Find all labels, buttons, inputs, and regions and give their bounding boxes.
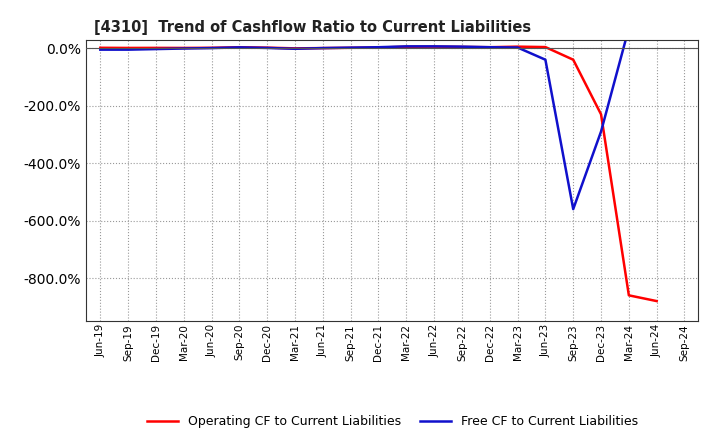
Operating CF to Current Liabilities	[207, 45, 216, 51]
Operating CF to Current Liabilities	[291, 46, 300, 51]
Operating CF to Current Liabilities	[402, 44, 410, 49]
Operating CF to Current Liabilities	[597, 112, 606, 117]
Free CF to Current Liabilities	[263, 45, 271, 51]
Operating CF to Current Liabilities	[624, 293, 633, 298]
Free CF to Current Liabilities	[124, 47, 132, 52]
Free CF to Current Liabilities	[346, 45, 355, 50]
Operating CF to Current Liabilities	[652, 298, 661, 304]
Operating CF to Current Liabilities	[235, 44, 243, 50]
Free CF to Current Liabilities	[485, 44, 494, 50]
Operating CF to Current Liabilities	[346, 45, 355, 51]
Free CF to Current Liabilities	[513, 45, 522, 50]
Free CF to Current Liabilities	[624, 26, 633, 31]
Free CF to Current Liabilities	[235, 45, 243, 50]
Free CF to Current Liabilities	[374, 44, 383, 50]
Free CF to Current Liabilities	[291, 46, 300, 51]
Free CF to Current Liabilities	[318, 45, 327, 51]
Operating CF to Current Liabilities	[485, 44, 494, 50]
Line: Free CF to Current Liabilities: Free CF to Current Liabilities	[100, 28, 629, 209]
Free CF to Current Liabilities	[569, 206, 577, 212]
Operating CF to Current Liabilities	[541, 44, 550, 50]
Operating CF to Current Liabilities	[569, 57, 577, 62]
Free CF to Current Liabilities	[96, 47, 104, 52]
Operating CF to Current Liabilities	[458, 44, 467, 50]
Operating CF to Current Liabilities	[96, 45, 104, 51]
Free CF to Current Liabilities	[458, 44, 467, 49]
Free CF to Current Liabilities	[179, 46, 188, 51]
Operating CF to Current Liabilities	[318, 45, 327, 51]
Operating CF to Current Liabilities	[513, 44, 522, 49]
Free CF to Current Liabilities	[597, 129, 606, 134]
Operating CF to Current Liabilities	[124, 45, 132, 51]
Operating CF to Current Liabilities	[430, 44, 438, 49]
Legend: Operating CF to Current Liabilities, Free CF to Current Liabilities: Operating CF to Current Liabilities, Fre…	[142, 410, 643, 433]
Free CF to Current Liabilities	[207, 45, 216, 51]
Free CF to Current Liabilities	[402, 44, 410, 49]
Free CF to Current Liabilities	[152, 47, 161, 52]
Free CF to Current Liabilities	[541, 57, 550, 62]
Operating CF to Current Liabilities	[152, 45, 161, 51]
Operating CF to Current Liabilities	[179, 45, 188, 51]
Free CF to Current Liabilities	[430, 44, 438, 49]
Text: [4310]  Trend of Cashflow Ratio to Current Liabilities: [4310] Trend of Cashflow Ratio to Curren…	[94, 20, 531, 35]
Operating CF to Current Liabilities	[374, 45, 383, 50]
Line: Operating CF to Current Liabilities: Operating CF to Current Liabilities	[100, 47, 657, 301]
Operating CF to Current Liabilities	[263, 45, 271, 50]
